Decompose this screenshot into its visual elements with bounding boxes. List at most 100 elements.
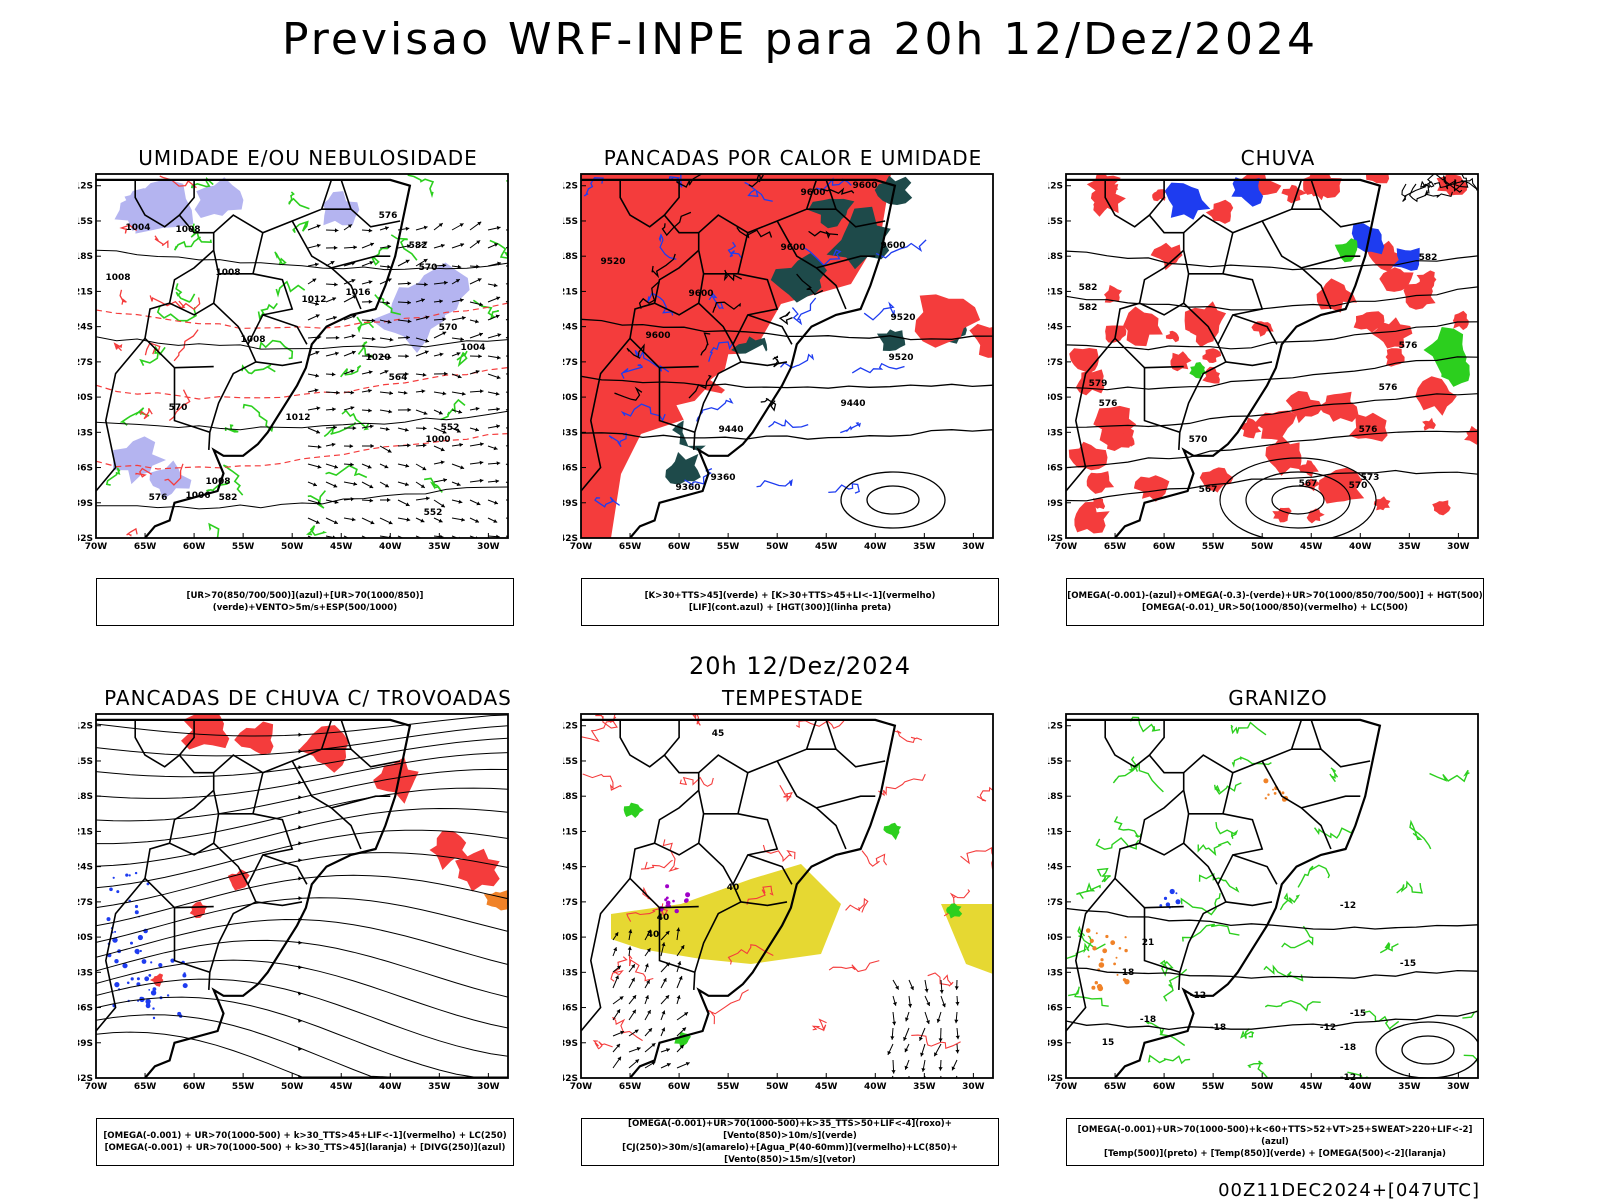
lat-tick-label: 30S	[78, 393, 93, 403]
lon-tick-label: 70W	[85, 542, 108, 552]
contour-label: 1012	[301, 295, 326, 305]
panel-pancadas-calor: PANCADAS POR CALOR E UMIDADE 12S15S18S21…	[563, 146, 1023, 626]
lon-tick-label: 70W	[570, 542, 593, 552]
divergence-blue-dot	[136, 952, 139, 955]
divergence-blue-dot	[114, 982, 119, 987]
lon-tick-label: 30W	[1447, 1082, 1470, 1092]
legend-chuva: [OMEGA(-0.001)-(azul)+OMEGA(-0.3)-(verde…	[1066, 578, 1484, 626]
lon-tick-label: 70W	[570, 1082, 593, 1092]
contour-label: -18	[1140, 1015, 1156, 1025]
omega500-orange-dot	[1119, 947, 1122, 950]
storm-purple-dot	[685, 892, 690, 897]
contour-label: 567	[1199, 485, 1218, 495]
panel-umidade: UMIDADE E/OU NEBULOSIDADE 12S15S18S21S24…	[78, 146, 538, 626]
contour-label: 564	[389, 373, 408, 383]
lat-tick-label: 24S	[1048, 863, 1063, 873]
lat-tick-label: 27S	[1048, 898, 1063, 908]
contour-label: 582	[1419, 253, 1438, 263]
divergence-blue-dot	[135, 910, 139, 914]
omega500-orange-dot	[1274, 792, 1277, 795]
lat-tick-label: 33S	[1048, 428, 1063, 438]
lat-tick-label: 33S	[78, 428, 93, 438]
lon-tick-label: 65W	[1104, 542, 1127, 552]
divergence-blue-dot	[177, 1012, 181, 1016]
storm-purple-dot	[665, 884, 669, 888]
contour-label: 9520	[888, 353, 913, 363]
legend-tempestade: [OMEGA(-0.001)+UR>70(1000-500)+k>35_TTS>…	[581, 1118, 999, 1166]
contour-label: 582	[409, 241, 428, 251]
divergence-blue-dot	[130, 942, 133, 945]
lon-tick-label: 50W	[766, 542, 789, 552]
lat-tick-label: 39S	[1048, 499, 1063, 509]
lon-tick-label: 60W	[1153, 1082, 1176, 1092]
contour-label: -18	[1210, 1023, 1226, 1033]
contour-label: 15	[1102, 1038, 1115, 1048]
divergence-blue-dot	[148, 989, 150, 991]
lat-tick-label: 12S	[563, 722, 578, 732]
contour-label: -12	[1340, 1073, 1356, 1083]
divergence-blue-dot	[182, 974, 186, 978]
divergence-blue-dot	[152, 1007, 154, 1009]
panel-title: PANCADAS DE CHUVA C/ TROVOADAS	[78, 686, 538, 710]
legend-granizo: [OMEGA(-0.001)+UR>70(1000-500)+k<60+TTS>…	[1066, 1118, 1484, 1166]
lon-tick-label: 65W	[134, 1082, 157, 1092]
lon-tick-label: 55W	[232, 542, 255, 552]
lon-tick-label: 70W	[85, 1082, 108, 1092]
contour-label: 9520	[890, 313, 915, 323]
legend-line: [K>30+TTS>45](verde) + [K>30+TTS>45+LI<-…	[582, 590, 998, 602]
legend-line: [OMEGA(-0.001) + UR>70(1000-500) + k>30_…	[97, 1142, 513, 1154]
contour-label: 570	[1349, 481, 1368, 491]
wind-vector-head	[937, 1083, 941, 1087]
contour-label: 1004	[125, 223, 150, 233]
lon-tick-label: 40W	[379, 1082, 402, 1092]
storm-purple-dot	[666, 897, 669, 900]
contour-label: 9520	[600, 257, 625, 267]
lat-tick-label: 39S	[78, 499, 93, 509]
lat-tick-label: 39S	[563, 499, 578, 509]
contour-label: 570	[439, 323, 458, 333]
lon-tick-label: 40W	[864, 1082, 887, 1092]
contour-label: 40	[727, 883, 740, 893]
lon-tick-label: 70W	[1055, 542, 1078, 552]
lat-tick-label: 24S	[563, 323, 578, 333]
contour-label: 9600	[645, 331, 670, 341]
lat-tick-label: 18S	[563, 252, 578, 262]
contour-label: 1008	[240, 335, 265, 345]
wind-vector-head	[515, 354, 519, 358]
lon-tick-label: 45W	[330, 1082, 353, 1092]
contour-label: 552	[424, 508, 443, 518]
lon-tick-label: 40W	[1349, 1082, 1372, 1092]
legend-line: [OMEGA(-0.001) + UR>70(1000-500) + k>30_…	[97, 1130, 513, 1142]
contour-label: -18	[1340, 1043, 1356, 1053]
lon-tick-label: 30W	[477, 542, 500, 552]
lon-tick-label: 60W	[183, 542, 206, 552]
panel-granizo: GRANIZO 12S15S18S21S24S27S30S33S36S39S42…	[1048, 686, 1508, 1166]
lon-tick-label: 45W	[1300, 542, 1323, 552]
lon-tick-label: 40W	[379, 542, 402, 552]
lon-tick-label: 35W	[428, 1082, 451, 1092]
lon-tick-label: 55W	[232, 1082, 255, 1092]
main-title: Previsao WRF-INPE para 20h 12/Dez/2024	[0, 14, 1600, 65]
wind-vector-head	[887, 1083, 891, 1087]
contour-label: 582	[1079, 303, 1098, 313]
contour-label: 40	[657, 913, 670, 923]
lat-tick-label: 15S	[1048, 217, 1063, 227]
contour-label: 570	[1189, 435, 1208, 445]
lat-tick-label: 27S	[563, 898, 578, 908]
wind-vector-head	[516, 518, 520, 522]
wind-vector-head	[513, 264, 517, 268]
lon-tick-label: 30W	[962, 542, 985, 552]
omega500-orange-dot	[1098, 986, 1104, 992]
legend-line: [UR>70(850/700/500)](azul)+[UR>70(1000/8…	[97, 590, 513, 614]
contour-label: 1008	[175, 225, 200, 235]
lat-tick-label: 12S	[1048, 722, 1063, 732]
lon-tick-label: 30W	[962, 1082, 985, 1092]
contour-label: 576	[1399, 341, 1418, 351]
lat-tick-label: 30S	[78, 933, 93, 943]
omega500-orange-dot	[1125, 936, 1127, 938]
map-background	[1066, 174, 1478, 538]
lon-tick-label: 65W	[1104, 1082, 1127, 1092]
divergence-blue-dot	[107, 917, 111, 921]
wind-vector-head	[512, 371, 516, 375]
lat-tick-label: 21S	[78, 827, 93, 837]
